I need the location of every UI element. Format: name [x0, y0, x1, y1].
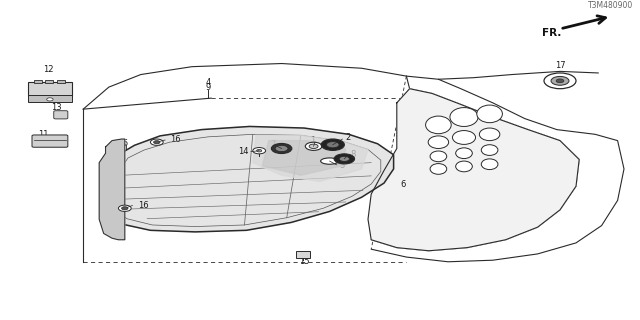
- Text: 13: 13: [51, 103, 62, 112]
- Text: 2: 2: [346, 133, 351, 142]
- Circle shape: [334, 154, 355, 164]
- Ellipse shape: [477, 105, 502, 123]
- Circle shape: [556, 79, 564, 83]
- Text: 11: 11: [38, 130, 48, 139]
- FancyBboxPatch shape: [28, 82, 72, 96]
- Circle shape: [544, 73, 576, 89]
- Text: 16: 16: [138, 201, 148, 210]
- FancyBboxPatch shape: [45, 80, 53, 83]
- Ellipse shape: [430, 151, 447, 162]
- Text: 8: 8: [350, 150, 355, 159]
- Text: 5: 5: [123, 139, 128, 148]
- Circle shape: [150, 139, 163, 145]
- Polygon shape: [253, 135, 368, 181]
- FancyBboxPatch shape: [57, 80, 65, 83]
- Circle shape: [47, 98, 53, 101]
- Circle shape: [271, 143, 292, 154]
- Circle shape: [321, 139, 344, 150]
- Text: FR.: FR.: [542, 28, 561, 38]
- Text: 15: 15: [299, 257, 309, 266]
- Circle shape: [339, 156, 349, 161]
- Ellipse shape: [452, 131, 476, 144]
- FancyBboxPatch shape: [28, 95, 72, 102]
- Text: 14: 14: [238, 147, 248, 156]
- Polygon shape: [99, 139, 125, 240]
- Text: 9: 9: [205, 83, 211, 92]
- Ellipse shape: [321, 158, 339, 164]
- Text: 17: 17: [555, 60, 565, 69]
- Polygon shape: [262, 140, 346, 175]
- FancyBboxPatch shape: [296, 252, 310, 258]
- Polygon shape: [368, 89, 579, 251]
- Circle shape: [275, 145, 288, 152]
- FancyBboxPatch shape: [32, 135, 68, 147]
- Text: T3M480900: T3M480900: [588, 1, 634, 10]
- Circle shape: [122, 207, 128, 210]
- FancyBboxPatch shape: [54, 111, 68, 119]
- Circle shape: [257, 149, 262, 152]
- Circle shape: [253, 148, 266, 154]
- Text: 10: 10: [118, 144, 128, 153]
- Text: 6: 6: [400, 180, 405, 189]
- Text: 1: 1: [310, 136, 315, 145]
- Ellipse shape: [426, 116, 451, 134]
- Ellipse shape: [428, 136, 449, 148]
- FancyBboxPatch shape: [34, 80, 42, 83]
- Ellipse shape: [481, 159, 498, 170]
- Text: 3: 3: [339, 161, 344, 170]
- Ellipse shape: [479, 128, 500, 140]
- Circle shape: [309, 144, 318, 148]
- Circle shape: [154, 140, 160, 144]
- Ellipse shape: [456, 148, 472, 159]
- Ellipse shape: [456, 161, 472, 172]
- Text: 7: 7: [270, 140, 275, 149]
- Text: 16: 16: [170, 134, 180, 144]
- Ellipse shape: [430, 164, 447, 174]
- Polygon shape: [106, 126, 394, 232]
- Text: 12: 12: [43, 65, 53, 74]
- Ellipse shape: [481, 145, 498, 156]
- Circle shape: [326, 141, 339, 148]
- Circle shape: [305, 142, 322, 150]
- Ellipse shape: [450, 108, 478, 126]
- Circle shape: [551, 76, 569, 85]
- Circle shape: [118, 205, 131, 212]
- Text: 4: 4: [205, 78, 211, 87]
